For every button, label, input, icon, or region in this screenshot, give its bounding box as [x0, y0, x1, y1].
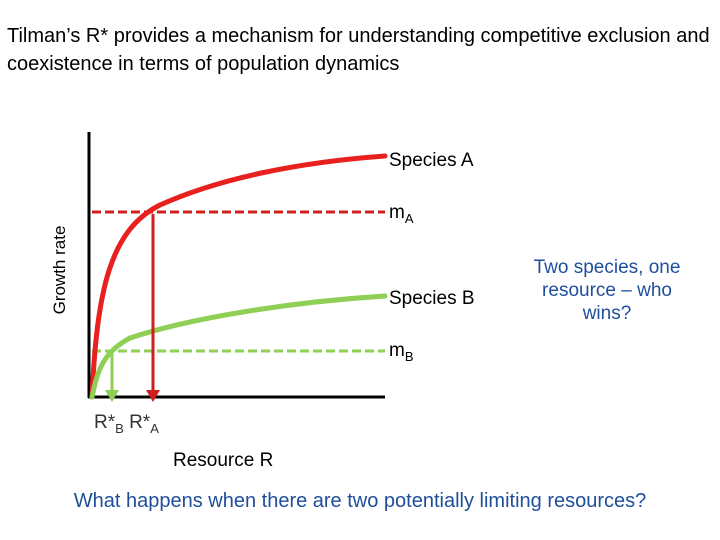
bottom-question: What happens when there are two potentia… — [73, 490, 647, 512]
r-star-b-subscript: B — [115, 421, 124, 436]
m-b-subscript: B — [404, 349, 414, 364]
m-a-base: m — [389, 202, 405, 223]
x-axis-label: Resource R — [173, 450, 274, 471]
m-a-subscript: A — [404, 211, 414, 226]
m-b-label: mB — [389, 340, 414, 364]
r-star-a-arrowhead — [146, 390, 160, 402]
question-text: Two species, one resource – who wins? — [533, 257, 681, 324]
m-a-label: mA — [389, 202, 414, 226]
y-axis-label: Growth rate — [50, 225, 69, 315]
species-a-label: Species A — [389, 150, 474, 171]
r-star-labels: R*B R*A — [94, 412, 159, 436]
species-b-label: Species B — [389, 288, 475, 309]
species-b-curve — [89, 293, 388, 400]
m-b-base: m — [389, 340, 405, 361]
r-star-a-base: R* — [129, 412, 151, 433]
r-star-a-subscript: A — [150, 421, 159, 436]
r-star-b-arrowhead — [105, 390, 119, 402]
r-star-b-base: R* — [94, 412, 116, 433]
slide-title: Tilman’s R* provides a mechanism for und… — [7, 25, 710, 75]
species-a-curve — [89, 153, 388, 400]
